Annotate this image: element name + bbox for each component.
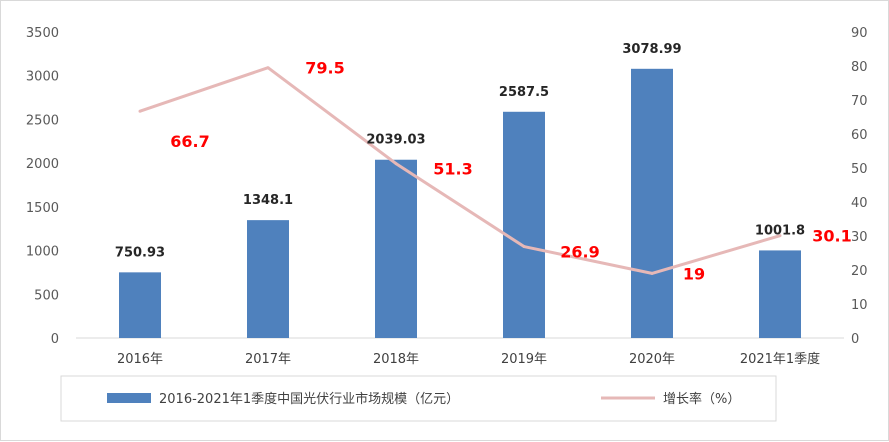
bar-value-label: 2039.03 [366,133,425,148]
bar-value-label: 750.93 [115,245,165,260]
growth-rate-point [778,234,782,238]
bar [503,111,545,339]
growth-rate-value-label: 51.3 [433,160,472,179]
growth-rate-point [522,245,526,249]
left-axis-tick-label: 0 [51,332,59,347]
growth-rate-point [138,109,142,113]
left-axis-tick-label: 1500 [26,201,59,216]
growth-rate-value-label: 19 [683,264,705,283]
growth-rate-point [266,66,270,70]
right-axis-tick-label: 70 [851,94,868,109]
bar [631,68,673,339]
legend-bar-label: 2016-2021年1季度中国光伏行业市场规模（亿元） [159,391,459,407]
left-axis-tick-label: 3000 [26,70,59,85]
right-axis-tick-label: 90 [851,26,868,41]
right-axis-tick-label: 80 [851,60,868,75]
left-axis-tick-label: 1000 [26,245,59,260]
growth-rate-value-label: 26.9 [560,243,599,262]
growth-rate-line [139,66,781,275]
x-axis-tick-label: 2017年 [245,352,291,367]
x-axis-ticks: 2016年 2017年 2018年 2019年 2020年 2021年1季度 [117,351,820,367]
growth-rate-point [394,162,398,166]
legend-bar-swatch [107,393,151,403]
right-axis-ticks: 0 10 20 30 40 50 60 70 80 90 [851,26,868,347]
legend-box [60,375,777,422]
rate-data-labels: 66.7 79.5 51.3 26.9 19 30.1 [170,59,851,284]
left-axis-ticks: 0 500 1000 1500 2000 2500 3000 3500 [26,26,59,347]
bar [759,250,801,338]
legend: 2016-2021年1季度中国光伏行业市场规模（亿元） 增长率（%） [60,375,777,422]
right-axis-tick-label: 10 [851,298,868,313]
growth-rate-value-label: 30.1 [812,227,851,246]
legend-line-label: 增长率（%） [663,391,740,407]
bar-value-label: 3078.99 [622,42,681,57]
left-axis-tick-label: 500 [34,288,59,303]
bar-series [119,68,801,339]
growth-rate-value-label: 79.5 [305,59,344,78]
bar-value-label: 1348.1 [243,193,293,208]
right-axis-tick-label: 20 [851,264,868,279]
growth-rate-point [650,271,654,275]
right-axis-tick-label: 60 [851,128,868,143]
x-axis-tick-label: 2018年 [373,352,419,367]
bar [247,220,289,338]
left-axis-tick-label: 2500 [26,113,59,128]
growth-rate-value-label: 66.7 [170,132,209,151]
line-series [138,66,782,275]
bar-value-label: 1001.8 [755,223,805,238]
bar [375,159,417,338]
x-axis-tick-label: 2019年 [501,352,547,367]
right-axis-tick-label: 50 [851,162,868,177]
right-axis-tick-label: 0 [851,332,859,347]
x-axis-tick-label: 2021年1季度 [740,351,820,367]
right-axis-tick-label: 40 [851,196,868,211]
bar [119,272,161,338]
x-axis-tick-label: 2016年 [117,352,163,367]
x-axis-tick-label: 2020年 [629,352,675,367]
right-axis-tick-label: 30 [851,230,868,245]
left-axis-tick-label: 3500 [26,26,59,41]
bar-value-label: 2587.5 [499,85,549,100]
bar-data-labels: 750.93 1348.1 2039.03 2587.5 3078.99 1001.8 [115,42,805,261]
left-axis-tick-label: 2000 [26,157,59,172]
